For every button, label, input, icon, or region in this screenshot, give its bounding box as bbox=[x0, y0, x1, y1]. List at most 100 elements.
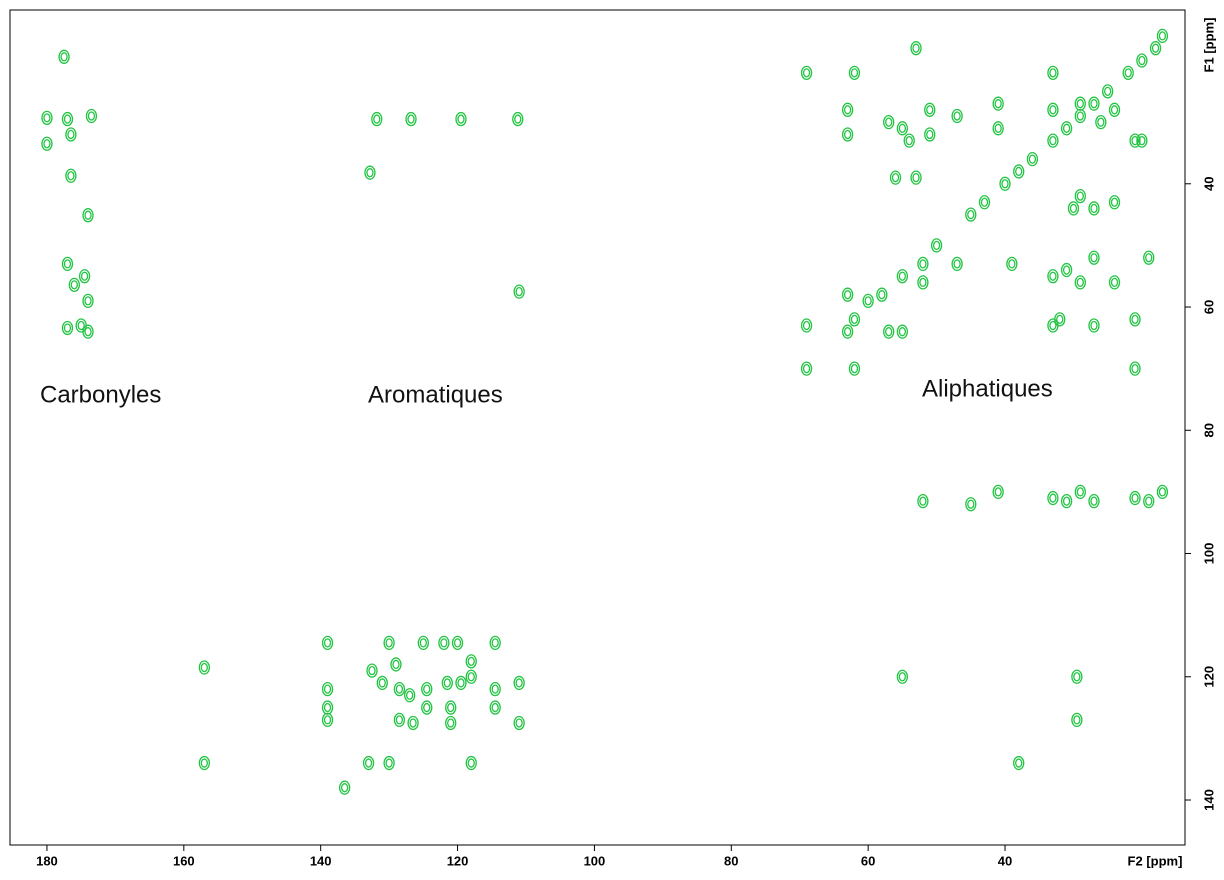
contour bbox=[1047, 133, 1059, 148]
contour bbox=[1108, 275, 1121, 290]
contour bbox=[1074, 188, 1086, 204]
contour bbox=[1129, 133, 1141, 148]
contour bbox=[455, 675, 467, 691]
contour bbox=[1073, 672, 1081, 682]
contour bbox=[1138, 135, 1146, 146]
contour bbox=[980, 197, 989, 207]
contour bbox=[67, 171, 75, 181]
contour bbox=[447, 718, 455, 728]
cross-peak bbox=[924, 127, 936, 142]
contour bbox=[395, 684, 404, 694]
cross-peak bbox=[917, 275, 929, 290]
contour bbox=[1013, 164, 1025, 179]
contour bbox=[1088, 318, 1100, 333]
contour bbox=[200, 758, 209, 768]
contour bbox=[63, 323, 72, 333]
cross-peak bbox=[438, 635, 450, 651]
contour bbox=[1054, 312, 1066, 327]
contour bbox=[967, 209, 975, 220]
cross-peak bbox=[393, 712, 406, 728]
cross-peak bbox=[489, 635, 501, 651]
contour bbox=[1074, 108, 1086, 124]
cross-peak bbox=[82, 324, 94, 339]
cross-peak bbox=[1129, 490, 1141, 506]
cross-peak bbox=[978, 195, 991, 210]
contour bbox=[1095, 115, 1107, 130]
contour bbox=[321, 681, 334, 697]
contour bbox=[87, 111, 96, 121]
cross-peak bbox=[965, 207, 977, 222]
contour bbox=[1062, 496, 1071, 506]
contour bbox=[898, 672, 907, 682]
x-axis-label: F2 [ppm] bbox=[1128, 853, 1183, 868]
contour bbox=[1015, 758, 1023, 768]
contour bbox=[883, 115, 895, 130]
contour bbox=[378, 678, 386, 688]
contour bbox=[953, 259, 961, 269]
cross-peak bbox=[1013, 755, 1025, 771]
cross-peak bbox=[513, 284, 525, 299]
contour bbox=[78, 269, 91, 284]
contour bbox=[1056, 314, 1064, 325]
contour bbox=[1090, 496, 1098, 506]
contour bbox=[917, 493, 929, 509]
cross-peak bbox=[992, 484, 1004, 500]
contour bbox=[1108, 102, 1121, 117]
cross-peak bbox=[465, 755, 477, 771]
cross-peak bbox=[1074, 108, 1086, 124]
contour bbox=[1149, 41, 1162, 56]
y-axis-label: F1 [ppm] bbox=[1201, 18, 1216, 73]
cross-peak bbox=[841, 324, 854, 339]
contour bbox=[441, 675, 453, 691]
cross-peak bbox=[489, 681, 501, 697]
cross-peak bbox=[800, 318, 813, 333]
cross-peak bbox=[1108, 195, 1121, 210]
cross-peak bbox=[417, 635, 429, 651]
cross-peak bbox=[1071, 669, 1083, 684]
contour bbox=[43, 113, 51, 123]
contour bbox=[1138, 55, 1146, 66]
cross-peak bbox=[407, 715, 419, 731]
cross-peak bbox=[421, 681, 433, 697]
contour bbox=[491, 702, 499, 713]
cross-peak bbox=[951, 108, 963, 124]
contour bbox=[65, 127, 77, 142]
cross-peak bbox=[1047, 102, 1059, 117]
contour bbox=[58, 49, 70, 64]
cross-peak bbox=[841, 287, 854, 302]
contour bbox=[43, 139, 51, 149]
contour bbox=[1122, 65, 1134, 81]
cross-peak bbox=[1088, 96, 1100, 111]
cross-peak bbox=[338, 780, 351, 795]
contour bbox=[82, 208, 94, 223]
contour bbox=[392, 659, 400, 670]
cross-peak bbox=[362, 755, 375, 771]
contour bbox=[841, 127, 854, 142]
cross-peak bbox=[1047, 490, 1059, 506]
contour bbox=[512, 111, 524, 127]
contour bbox=[999, 176, 1011, 191]
contour bbox=[70, 280, 78, 290]
contour bbox=[340, 783, 349, 793]
contour bbox=[385, 638, 393, 648]
contour bbox=[994, 487, 1002, 497]
contour bbox=[321, 700, 334, 715]
contour bbox=[366, 663, 378, 678]
contour bbox=[404, 688, 416, 703]
cross-peak bbox=[800, 65, 813, 81]
contour bbox=[1049, 320, 1057, 331]
cross-peak bbox=[889, 170, 902, 185]
contour bbox=[321, 712, 334, 728]
cross-peak bbox=[1006, 256, 1018, 272]
contour bbox=[491, 684, 499, 694]
cross-peak bbox=[1156, 484, 1169, 500]
contour bbox=[323, 684, 332, 694]
contour bbox=[917, 275, 929, 290]
cross-peak bbox=[951, 256, 963, 272]
y-tick-label: 140 bbox=[1201, 789, 1216, 811]
contour bbox=[1049, 105, 1057, 115]
contour bbox=[848, 65, 861, 81]
cross-peak bbox=[841, 127, 854, 142]
contour bbox=[1143, 250, 1155, 265]
cross-peak bbox=[848, 312, 861, 327]
